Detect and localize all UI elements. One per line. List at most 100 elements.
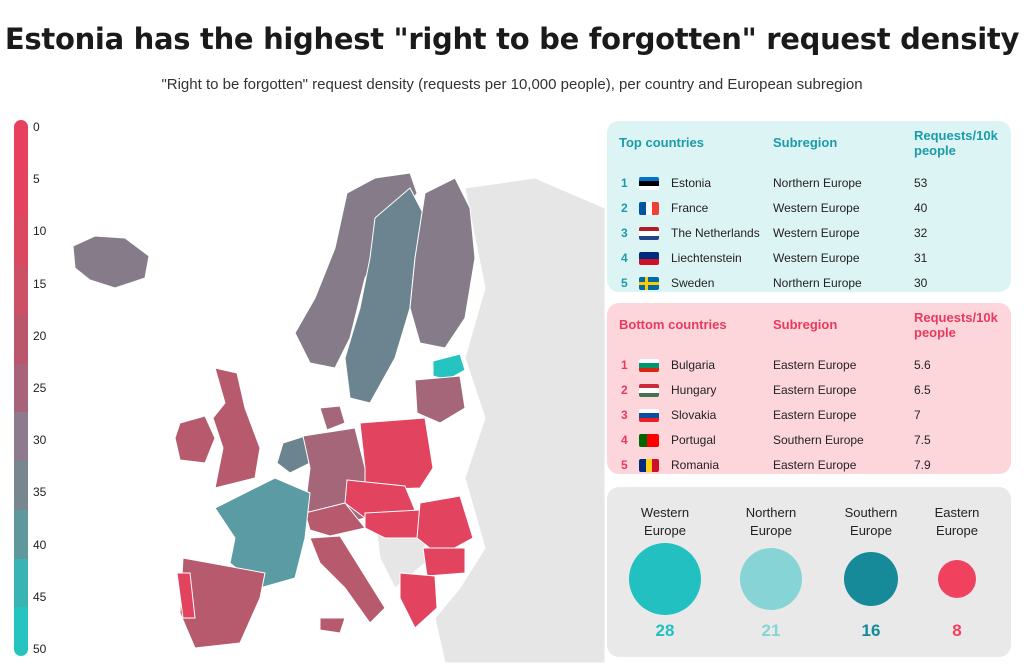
bottom-table-header: Bottom countries Subregion Requests/10k …: [619, 310, 1011, 353]
subregion-item: Western Europe 28: [615, 487, 715, 657]
color-scale-labels: 0 5 10 15 20 25 30 35 40 45 50: [33, 120, 63, 656]
country-name: Bulgaria: [671, 358, 716, 372]
request-density-value: 53: [914, 176, 928, 190]
table-row: 3 Slovakia Eastern Europe 7: [619, 403, 1011, 428]
country-region-shape: [434, 177, 605, 663]
subregion-name: Northern Europe: [773, 276, 862, 290]
top-countries-panel: Top countries Subregion Requests/10k peo…: [607, 121, 1011, 292]
country-name: France: [671, 201, 709, 215]
rank-number: 3: [621, 226, 628, 240]
scale-label: 35: [33, 485, 47, 500]
scale-segment: [14, 607, 28, 656]
country-region-shape: [414, 375, 466, 424]
scale-label: 45: [33, 589, 47, 604]
subregion-label: Northern Europe: [745, 505, 797, 538]
subregion-name: Eastern Europe: [773, 408, 857, 422]
country-region-shape: [319, 405, 346, 431]
request-density-value: 40: [914, 201, 928, 215]
country-region-shape: [344, 187, 424, 404]
page-subtitle: "Right to be forgotten" request density …: [161, 76, 863, 93]
scale-segment: [14, 509, 28, 559]
subregion-value: 8: [952, 621, 962, 640]
france-flag-icon: [639, 202, 659, 215]
scale-label: 10: [33, 224, 47, 239]
table-row: 3 The Netherlands Western Europe 32: [619, 221, 1011, 246]
subregion-value: 16: [861, 621, 881, 640]
subregion-item: Eastern Europe 8: [907, 487, 1007, 657]
rank-number: 1: [621, 176, 628, 190]
table-row: 1 Bulgaria Eastern Europe 5.6: [619, 353, 1011, 378]
country-name: Slovakia: [671, 408, 717, 422]
netherlands-flag-icon: [639, 227, 659, 240]
scale-segment: [14, 412, 28, 462]
subregion-label: Southern Europe: [844, 505, 898, 538]
subregion-label: Eastern Europe: [934, 505, 980, 538]
sweden-flag-icon: [639, 277, 659, 290]
request-density-value: 31: [914, 251, 928, 265]
top-header-country: Top countries: [619, 135, 704, 150]
country-region-shape: [304, 502, 366, 537]
subregion-bubble: [629, 543, 701, 615]
request-density-value: 7.5: [914, 433, 931, 447]
subregion-name: Western Europe: [773, 226, 860, 240]
country-name: The Netherlands: [671, 226, 760, 240]
subregion-value: 21: [761, 621, 781, 640]
country-region-shape: [72, 235, 150, 289]
hungary-flag-icon: [639, 384, 659, 397]
country-region-shape: [364, 509, 426, 539]
subregion-item: Northern Europe 21: [721, 487, 821, 657]
subregion-name: Southern Europe: [773, 433, 864, 447]
rank-number: 2: [621, 383, 628, 397]
country-region-shape: [309, 535, 386, 624]
scale-label: 30: [33, 433, 47, 448]
rank-number: 5: [621, 458, 628, 472]
country-region-shape: [319, 617, 346, 634]
subregion-label: Western Europe: [640, 505, 690, 538]
scale-segment: [14, 314, 28, 364]
scale-label: 15: [33, 276, 47, 291]
rank-number: 1: [621, 358, 628, 372]
country-region-shape: [179, 557, 266, 649]
subregion-name: Eastern Europe: [773, 383, 857, 397]
scale-segment: [14, 461, 28, 510]
country-region-shape: [174, 415, 216, 464]
subregion-bubble: [843, 551, 899, 607]
subregion-name: Eastern Europe: [773, 358, 857, 372]
country-region-shape: [409, 177, 476, 349]
table-row: 5 Romania Eastern Europe 7.9: [619, 453, 1011, 478]
country-region-shape: [276, 435, 311, 474]
country-region-shape: [359, 417, 434, 491]
subregion-name: Western Europe: [773, 251, 860, 265]
bottom-header-country: Bottom countries: [619, 317, 727, 332]
table-row: 5 Sweden Northern Europe 30: [619, 271, 1011, 296]
rank-number: 2: [621, 201, 628, 215]
top-header-value: Requests/10k people: [914, 128, 998, 158]
country-name: Romania: [671, 458, 720, 472]
scale-segment: [14, 558, 28, 608]
scale-segment: [14, 363, 28, 413]
country-name: Liechtenstein: [671, 251, 742, 265]
country-region-shape: [432, 353, 466, 381]
rank-number: 3: [621, 408, 628, 422]
country-region-shape: [214, 477, 311, 589]
country-region-shape: [422, 547, 466, 577]
subregion-name: Northern Europe: [773, 176, 862, 190]
country-name: Estonia: [671, 176, 712, 190]
country-name: Hungary: [671, 383, 717, 397]
subregion-bubble: [739, 547, 803, 611]
request-density-value: 32: [914, 226, 928, 240]
subregion-name: Eastern Europe: [773, 458, 857, 472]
request-density-value: 30: [914, 276, 928, 290]
table-row: 2 Hungary Eastern Europe 6.5: [619, 378, 1011, 403]
scale-label: 40: [33, 537, 47, 552]
rank-number: 4: [621, 433, 628, 447]
table-row: 4 Portugal Southern Europe 7.5: [619, 428, 1011, 453]
subregion-value: 28: [655, 621, 675, 640]
table-row: 2 France Western Europe 40: [619, 196, 1011, 221]
scale-label: 5: [33, 172, 40, 187]
request-density-value: 5.6: [914, 358, 931, 372]
scale-label: 0: [33, 120, 40, 134]
country-region-shape: [212, 367, 261, 489]
subregion-bubble: [937, 559, 977, 599]
estonia-flag-icon: [639, 177, 659, 190]
